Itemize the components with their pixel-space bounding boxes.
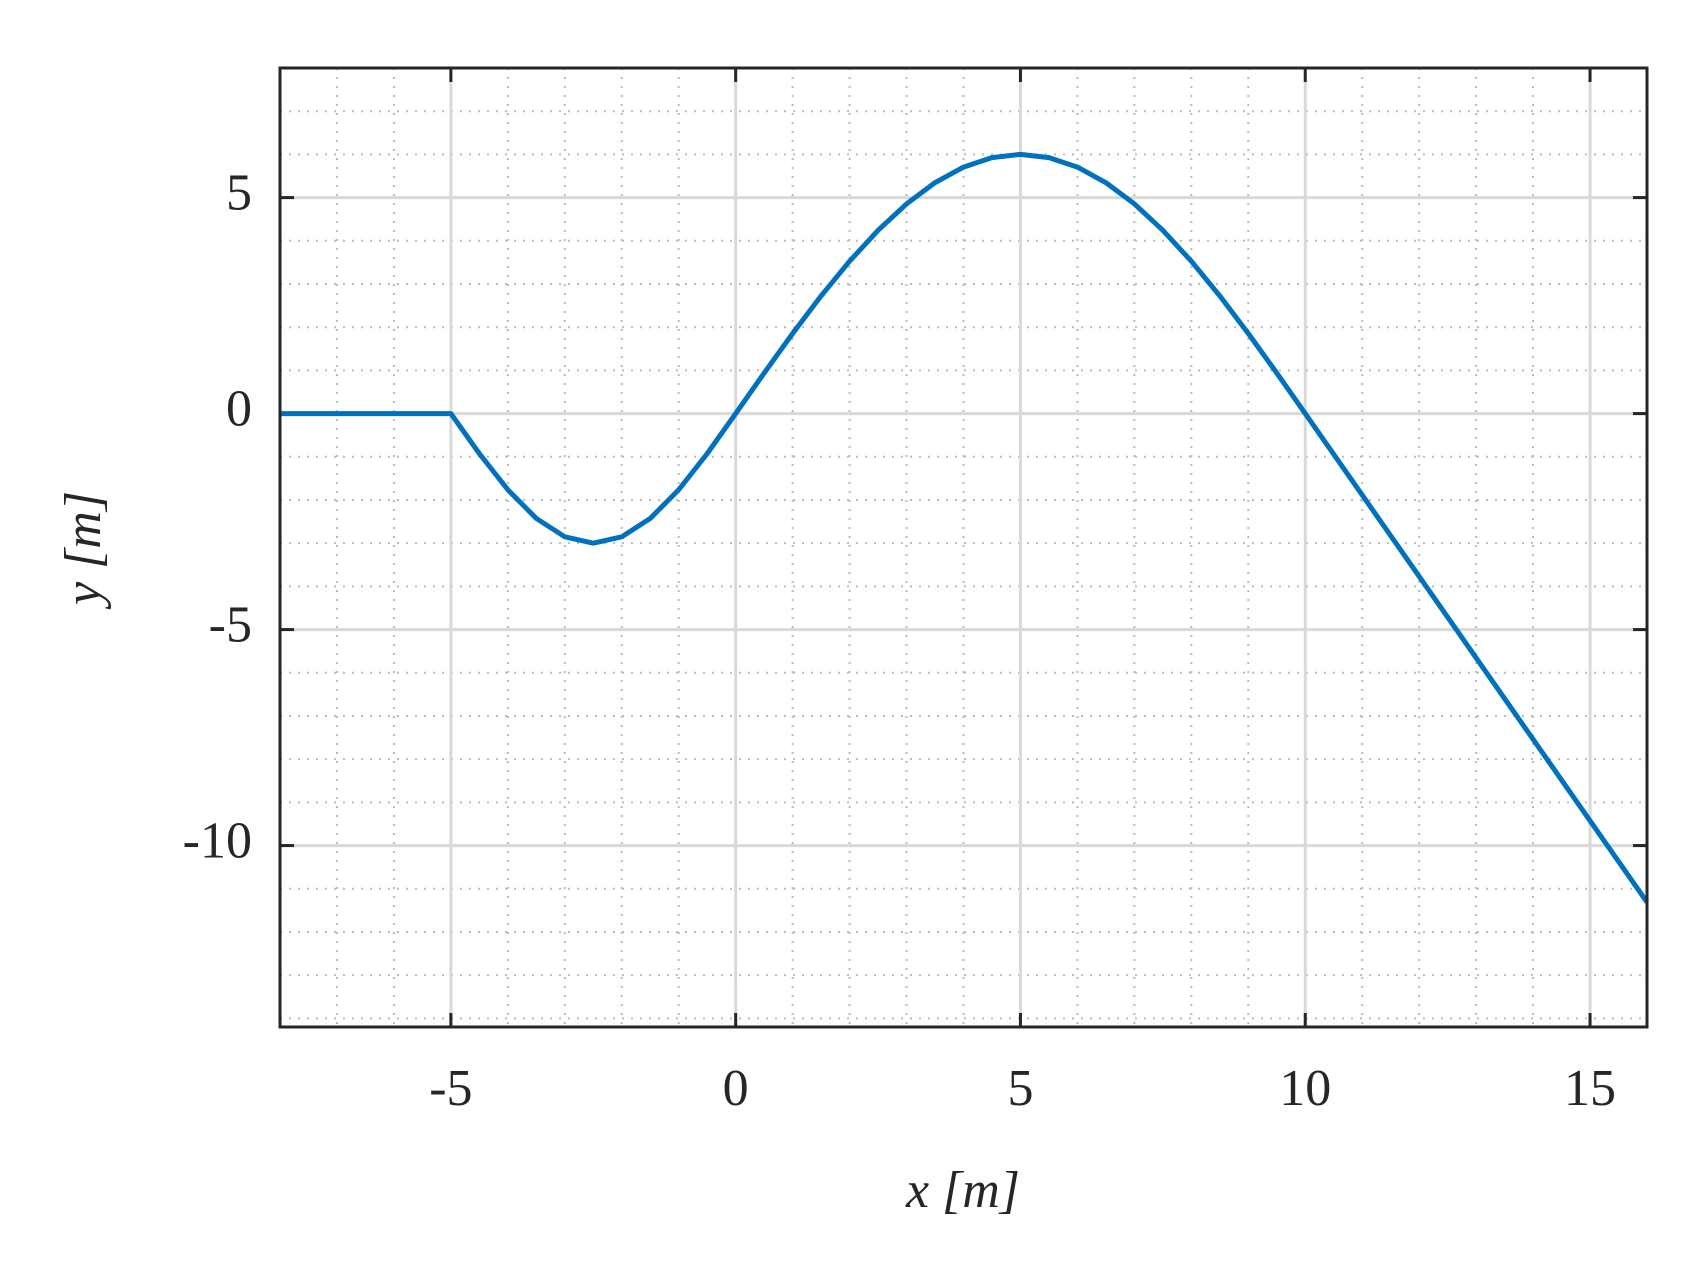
x-tick-label: 10 <box>1279 1060 1331 1117</box>
x-axis-label: x [m] <box>905 1162 1020 1219</box>
plot-frame <box>278 66 1649 1029</box>
y-axis-label: y [m] <box>55 491 112 610</box>
y-tick-label: 5 <box>226 165 252 222</box>
y-tick-label: 0 <box>226 381 252 438</box>
x-tick-label: 15 <box>1564 1060 1616 1117</box>
y-tick-label: -10 <box>183 813 252 870</box>
x-tick-label: 0 <box>723 1060 749 1117</box>
y-tick-label: -5 <box>209 597 252 654</box>
data-line <box>280 151 1650 904</box>
plot-area <box>280 68 1647 1027</box>
x-tick-label: 5 <box>1007 1060 1033 1117</box>
x-tick-label: -5 <box>429 1060 472 1117</box>
